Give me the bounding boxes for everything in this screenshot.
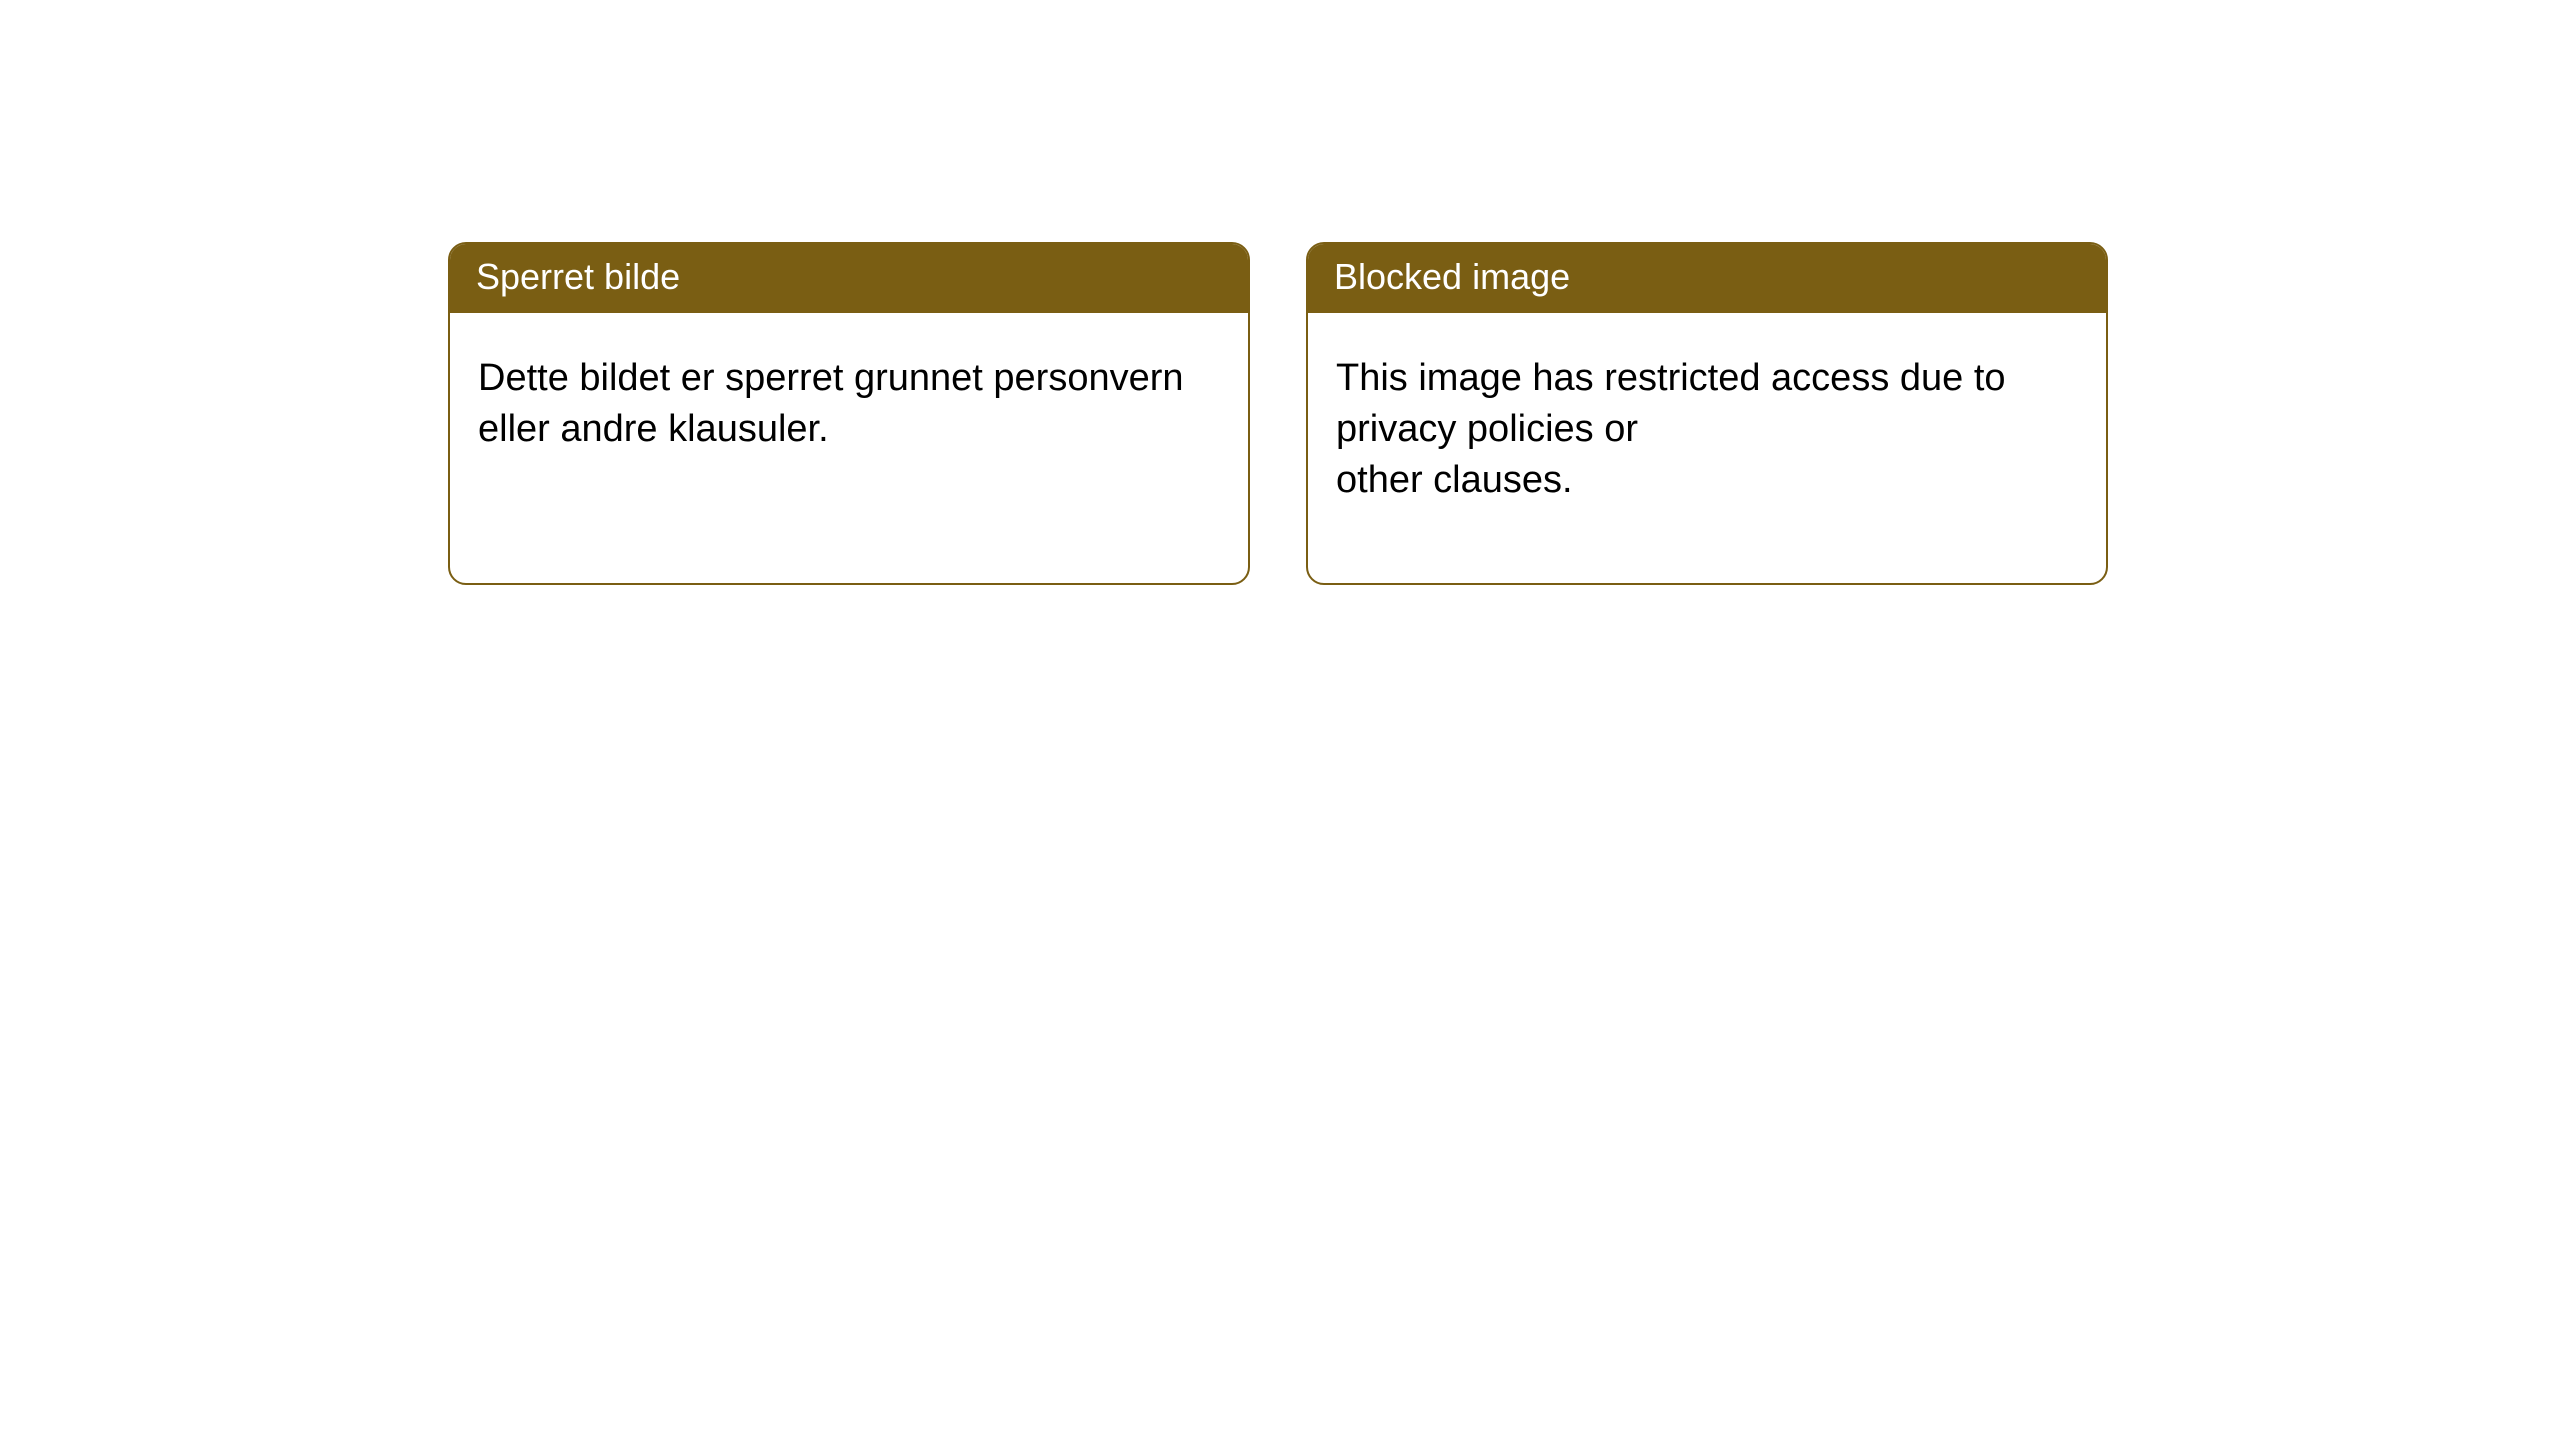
notice-header: Blocked image: [1308, 244, 2106, 313]
notice-container: Sperret bilde Dette bildet er sperret gr…: [0, 0, 2560, 585]
notice-header: Sperret bilde: [450, 244, 1248, 313]
notice-body: Dette bildet er sperret grunnet personve…: [450, 313, 1248, 583]
notice-body: This image has restricted access due to …: [1308, 313, 2106, 583]
notice-card-norwegian: Sperret bilde Dette bildet er sperret gr…: [448, 242, 1250, 585]
notice-card-english: Blocked image This image has restricted …: [1306, 242, 2108, 585]
